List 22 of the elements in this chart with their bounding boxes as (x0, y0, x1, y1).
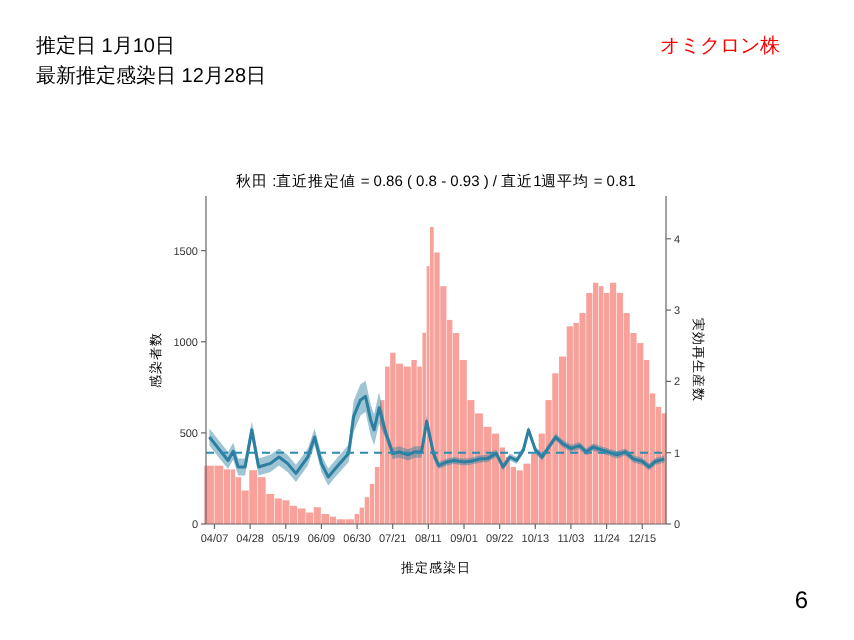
line-series (207, 394, 666, 479)
text: 推定日 1月10日 (36, 34, 175, 58)
text: 6 (794, 586, 809, 614)
bar (249, 470, 258, 524)
bar (257, 477, 266, 524)
bar (282, 500, 290, 524)
bar (297, 508, 306, 524)
text: 最新推定感染日 12月28日 (36, 64, 267, 88)
bar (274, 498, 282, 524)
bar (593, 282, 599, 524)
bar (321, 513, 330, 524)
bar (313, 507, 321, 524)
bar (516, 470, 523, 524)
bar (390, 352, 396, 524)
text: オミクロン株 (660, 34, 780, 58)
bar (290, 505, 298, 524)
bar (235, 477, 242, 524)
bar (566, 326, 573, 524)
bar (411, 360, 417, 524)
bar (609, 282, 617, 524)
bar (492, 433, 500, 524)
bar (403, 366, 411, 524)
